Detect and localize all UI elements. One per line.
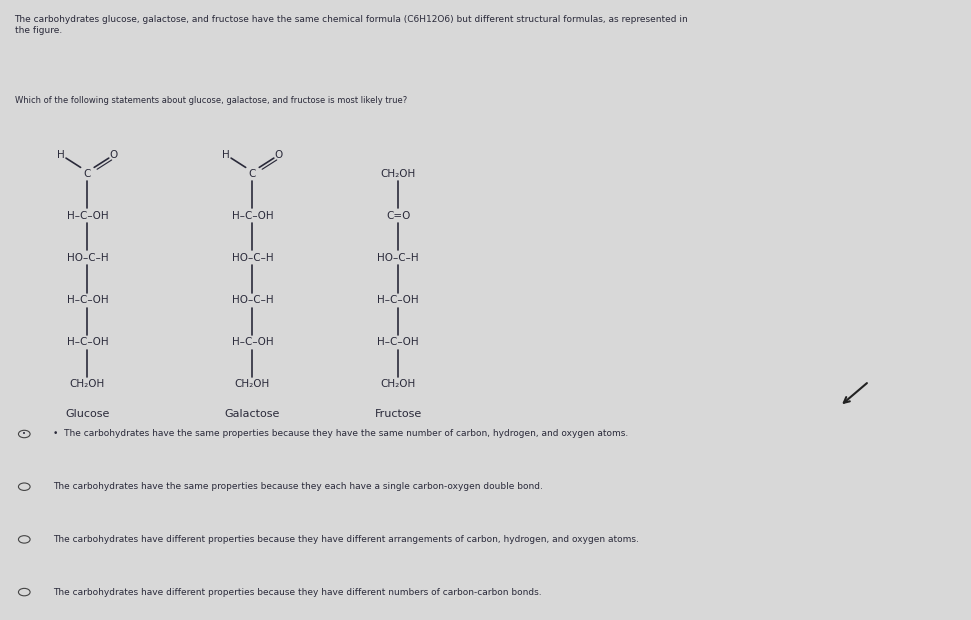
Text: HO–C–H: HO–C–H — [232, 295, 273, 305]
Text: H–C–OH: H–C–OH — [67, 337, 108, 347]
Text: C: C — [249, 169, 256, 179]
Text: C=O: C=O — [385, 211, 411, 221]
Text: H–C–OH: H–C–OH — [232, 337, 273, 347]
Text: Glucose: Glucose — [65, 409, 110, 419]
Text: •: • — [22, 431, 26, 437]
Text: Fructose: Fructose — [375, 409, 421, 419]
Text: H: H — [222, 150, 230, 160]
Text: The carbohydrates have the same properties because they each have a single carbo: The carbohydrates have the same properti… — [53, 482, 544, 491]
Text: CH₂OH: CH₂OH — [381, 379, 416, 389]
Text: H: H — [57, 150, 65, 160]
Text: •  The carbohydrates have the same properties because they have the same number : • The carbohydrates have the same proper… — [53, 430, 628, 438]
Text: H–C–OH: H–C–OH — [232, 211, 273, 221]
Text: H–C–OH: H–C–OH — [378, 337, 419, 347]
Text: The carbohydrates have different properties because they have different numbers : The carbohydrates have different propert… — [53, 588, 542, 596]
Text: H–C–OH: H–C–OH — [67, 211, 108, 221]
Text: Galactose: Galactose — [224, 409, 281, 419]
Text: CH₂OH: CH₂OH — [235, 379, 270, 389]
Text: H–C–OH: H–C–OH — [67, 295, 108, 305]
Text: HO–C–H: HO–C–H — [232, 253, 273, 263]
Text: O: O — [275, 150, 283, 160]
Text: The carbohydrates have different properties because they have different arrangem: The carbohydrates have different propert… — [53, 535, 639, 544]
Text: O: O — [110, 150, 117, 160]
Text: C: C — [84, 169, 91, 179]
Text: CH₂OH: CH₂OH — [70, 379, 105, 389]
Text: H–C–OH: H–C–OH — [378, 295, 419, 305]
Text: The carbohydrates glucose, galactose, and fructose have the same chemical formul: The carbohydrates glucose, galactose, an… — [15, 16, 688, 35]
Text: HO–C–H: HO–C–H — [67, 253, 108, 263]
Text: HO–C–H: HO–C–H — [378, 253, 419, 263]
Text: Which of the following statements about glucose, galactose, and fructose is most: Which of the following statements about … — [15, 96, 407, 105]
Text: CH₂OH: CH₂OH — [381, 169, 416, 179]
